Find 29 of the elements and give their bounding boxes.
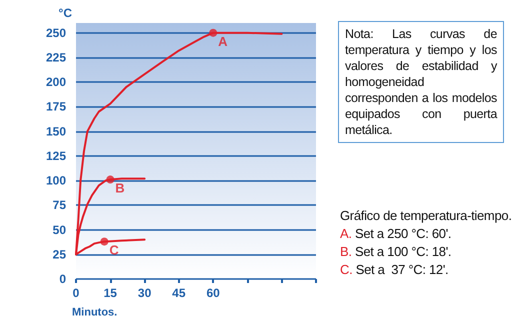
x-tick-label: 15	[104, 286, 118, 300]
text: A. Set a 250 °C: 60'.	[340, 225, 452, 243]
y-tick-label: 150	[46, 124, 66, 138]
annotation: A	[218, 34, 228, 49]
x-axis-title: Minutos.	[72, 306, 118, 318]
y-tick-label: 125	[46, 148, 66, 163]
x-tick-label: 45	[172, 286, 186, 300]
x-tick-label: 60	[206, 286, 220, 300]
text: C. Set a 37 °C: 12'.	[340, 261, 450, 279]
y-tick-label: 75	[52, 198, 66, 212]
y-axis-title: °C	[58, 6, 72, 20]
text: Gráfico de temperatura-tiempo.	[340, 207, 512, 225]
point	[106, 176, 114, 184]
point	[100, 238, 108, 246]
y-tick-label: 0	[59, 272, 66, 286]
annotation: C	[109, 242, 120, 258]
x-tick-label: 0	[72, 286, 80, 300]
y-tick-label: 225	[46, 50, 66, 64]
y-tick-label: 250	[46, 26, 66, 40]
y-tick-label: 50	[52, 222, 66, 237]
point	[209, 28, 218, 37]
y-tick-label: 175	[46, 100, 66, 114]
x-tick-label: 30	[138, 286, 152, 300]
y-tick-label: 25	[52, 247, 66, 262]
text: B. Set a 100 °C: 18'.	[340, 243, 452, 261]
y-tick-label: 100	[46, 174, 66, 188]
y-tick-label: 200	[46, 75, 66, 90]
text: Nota: Las curvas de temperatura y tiempo y los valores de estabilidad y homogeneidad corresponden a los modelos equipados con puerta metálica.	[338, 21, 504, 143]
annotation: B	[115, 180, 125, 196]
